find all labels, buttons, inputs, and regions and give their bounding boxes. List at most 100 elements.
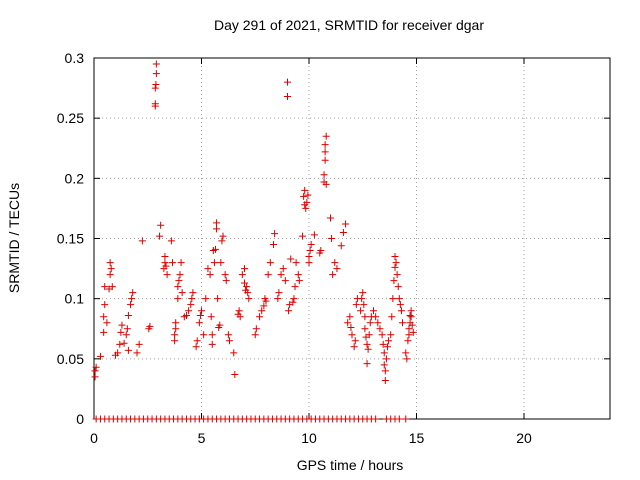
data-point [222,277,230,285]
data-point [289,298,297,306]
data-point [395,295,403,303]
data-point [163,271,171,279]
grid-lines [94,58,610,419]
data-point [277,271,285,279]
data-point [241,279,248,287]
data-point [385,337,393,345]
data-point [172,319,180,327]
data-point [376,325,384,333]
data-point [171,331,179,339]
data-point [192,343,200,351]
data-point [310,231,318,239]
data-point [266,259,274,267]
y-tick-label: 0 [76,411,84,427]
data-point [270,241,278,249]
data-point [133,349,141,357]
data-point [218,237,226,245]
data-point [178,289,186,297]
x-tick-label: 0 [90,430,98,446]
data-point [171,337,179,345]
data-point [364,345,372,353]
data-point [395,415,403,423]
data-point [245,295,253,303]
data-point [262,297,270,305]
data-point [200,331,208,339]
data-point [408,321,416,329]
data-point [339,228,347,236]
data-points [91,60,417,423]
data-point [327,214,334,222]
data-point [214,295,222,303]
data-point [406,312,414,320]
data-point [108,283,116,291]
data-point [391,263,399,271]
data-point [372,313,380,321]
data-point [206,271,214,279]
data-point [101,301,109,309]
data-point [156,232,164,240]
data-point [407,313,415,321]
data-point [208,340,216,348]
data-point [193,337,201,345]
data-point [363,360,371,368]
data-point [252,325,260,333]
x-tick-label: 5 [198,430,206,446]
data-point [379,340,387,348]
data-point [91,373,99,381]
data-point [213,225,221,233]
data-point [279,265,287,273]
data-point [337,242,345,250]
data-point [320,171,328,179]
data-point [331,259,339,267]
data-point [359,289,367,297]
data-point [161,253,169,261]
data-point [151,100,159,108]
data-point [198,307,205,315]
axis-ticks [93,57,610,420]
data-point [301,186,309,194]
data-point [118,321,126,329]
data-point [202,295,210,303]
data-point [100,328,108,336]
data-point [357,307,365,315]
data-point [213,219,221,227]
data-point [342,220,350,228]
data-point [381,376,389,384]
data-point [392,259,400,267]
data-point [195,319,203,327]
data-point [295,277,303,285]
data-point [307,241,315,249]
data-point [230,349,238,357]
data-point [306,247,314,255]
data-point [96,352,104,360]
data-point [217,259,225,267]
data-point [358,295,366,303]
data-point [120,339,128,347]
data-point [284,78,291,86]
y-tick-label: 0.25 [57,110,84,126]
data-point [224,331,232,339]
data-point [124,312,132,320]
data-point [189,289,197,297]
data-point [372,415,380,423]
data-point [305,253,313,261]
data-point [162,262,170,270]
data-point [107,265,115,273]
data-point [344,319,352,327]
data-point [251,331,259,339]
data-point [216,321,224,329]
data-point [172,325,180,333]
data-point [370,307,377,315]
data-point [208,331,216,339]
data-point [291,283,299,291]
x-axis-label: GPS time / hours [297,457,404,473]
data-point [302,204,310,212]
data-point [106,271,114,279]
data-point [174,283,182,291]
x-tick-label: 20 [516,430,532,446]
data-point [122,331,130,339]
data-point [258,307,266,315]
data-point [328,235,336,242]
data-point [333,265,341,273]
data-point [219,232,227,240]
